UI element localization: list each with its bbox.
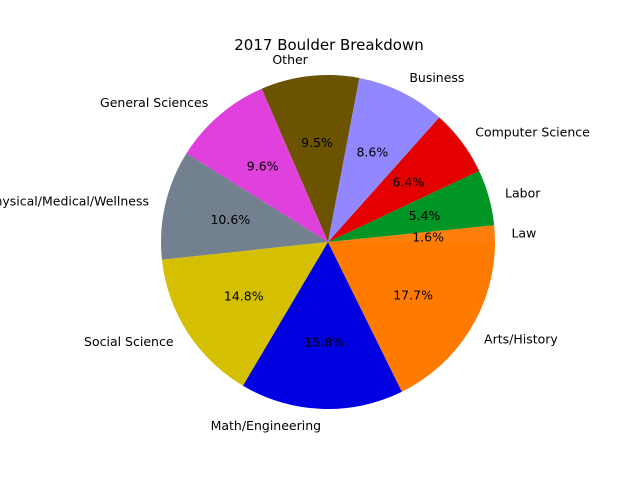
pie-slice-label-arts-history: Arts/History: [484, 331, 558, 346]
pie-pct-label-computer-science: 6.4%: [392, 175, 424, 190]
pie-pct-label-arts-history: 17.7%: [393, 287, 433, 302]
pie-slice-label-law: Law: [511, 225, 536, 240]
pie-slice-other: [261, 75, 360, 242]
pie-slice-computer-science: [328, 117, 480, 242]
pie-slice-label-social-science: Social Science: [84, 334, 174, 349]
pie-slice-label-computer-science: Computer Science: [475, 125, 590, 140]
pie-slice-business: [328, 77, 440, 242]
pie-slices: [161, 75, 495, 410]
pie-slice-math-engineering: [242, 242, 402, 410]
pie-pct-label-labor: 5.4%: [409, 208, 441, 223]
pie-slice-label-general-sciences: General Sciences: [100, 95, 208, 110]
pie-slice-label-math-engineering: Math/Engineering: [211, 418, 321, 433]
pie-slice-law: [328, 225, 495, 242]
pie-slice-labor: [328, 170, 495, 242]
chart-title: 2017 Boulder Breakdown: [234, 36, 423, 54]
pie-slice-physical-medical-wellness: [161, 153, 328, 260]
pie-pct-label-general-sciences: 9.6%: [247, 159, 279, 174]
pie-pct-label-law: 1.6%: [412, 229, 444, 244]
pie-pct-label-social-science: 14.8%: [224, 289, 264, 304]
pie-slice-general-sciences: [186, 88, 328, 242]
pie-pct-label-other: 9.5%: [301, 135, 333, 150]
pie-pct-label-physical-medical-wellness: 10.6%: [210, 212, 250, 227]
pie-pct-label-math-engineering: 15.8%: [304, 335, 344, 350]
pie-pct-label-business: 8.6%: [356, 145, 388, 160]
pie-slice-arts-history: [328, 242, 495, 392]
pie-slice-social-science: [161, 242, 328, 386]
pie-slice-label-business: Business: [409, 70, 464, 85]
pie-labels: 1.6% Law 5.4% Labor 6.4% Computer Science 8.6%…: [0, 52, 590, 433]
pie-slice-label-labor: Labor: [505, 185, 541, 200]
pie-slice-label-other: Other: [272, 52, 308, 67]
pie-slice-label-physical-medical-wellness: Physical/Medical/Wellness: [0, 193, 149, 208]
